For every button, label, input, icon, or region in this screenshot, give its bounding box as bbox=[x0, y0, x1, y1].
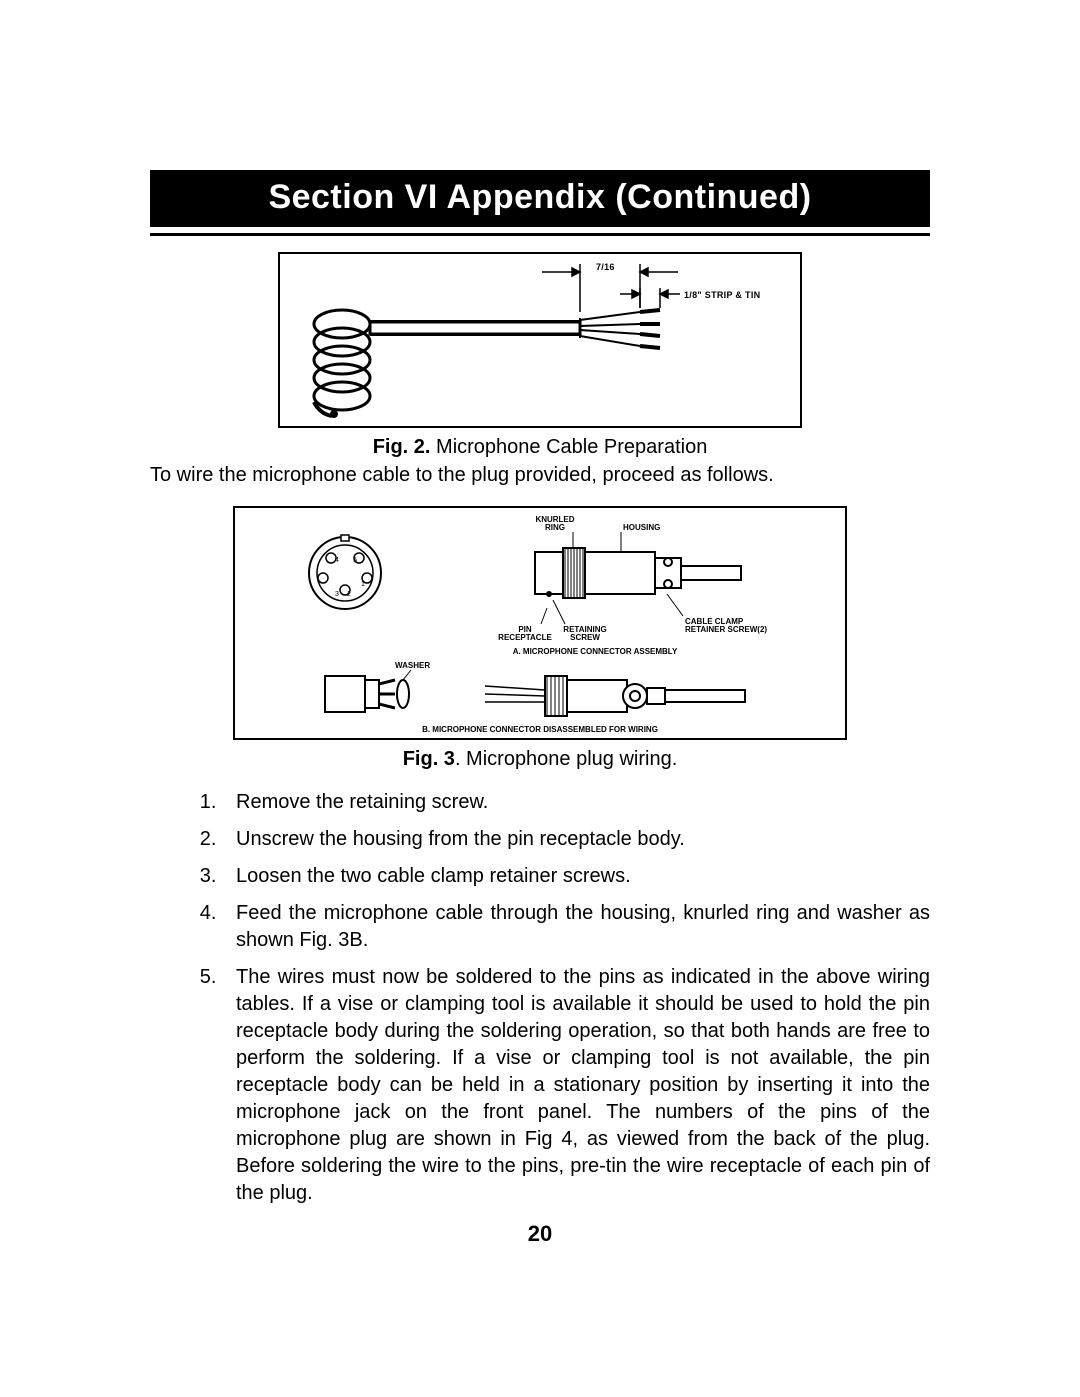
svg-text:RING: RING bbox=[545, 523, 565, 532]
fig2-label-strip: 1/8" STRIP & TIN bbox=[684, 290, 760, 300]
figure-2-caption: Fig. 2. Microphone Cable Preparation bbox=[150, 436, 930, 459]
step-item: Remove the retaining screw. bbox=[222, 789, 930, 816]
svg-text:2: 2 bbox=[347, 591, 351, 598]
fig3-sub-a: A. MICROPHONE CONNECTOR ASSEMBLY bbox=[513, 647, 678, 656]
fig2-label-7-16: 7/16 bbox=[596, 262, 615, 272]
figure-2-svg: 7/16 1/8" STRIP & TIN bbox=[280, 254, 800, 426]
fig3-label-housing: HOUSING bbox=[623, 523, 660, 532]
steps-list: Remove the retaining screw. Unscrew the … bbox=[150, 789, 930, 1207]
svg-text:SCREW: SCREW bbox=[570, 633, 600, 642]
document-page: Section VI Appendix (Continued) bbox=[0, 0, 1080, 1397]
figure-3-caption-text: . Microphone plug wiring. bbox=[455, 748, 677, 770]
figure-3-caption-prefix: Fig. 3 bbox=[403, 748, 455, 770]
step-item: Loosen the two cable clamp retainer scre… bbox=[222, 863, 930, 890]
svg-text:5: 5 bbox=[353, 557, 357, 564]
figure-2-caption-text: Microphone Cable Preparation bbox=[430, 436, 707, 458]
figure-3: 4 5 3 2 1 bbox=[233, 506, 847, 740]
step-item: Feed the microphone cable through the ho… bbox=[222, 900, 930, 954]
svg-text:RETAINER SCREW(2): RETAINER SCREW(2) bbox=[685, 625, 767, 634]
section-underline bbox=[150, 233, 930, 236]
figure-2-caption-prefix: Fig. 2. bbox=[373, 436, 431, 458]
step-item: The wires must now be soldered to the pi… bbox=[222, 964, 930, 1207]
fig3-label-washer: WASHER bbox=[395, 661, 430, 670]
svg-text:RECEPTACLE: RECEPTACLE bbox=[498, 633, 552, 642]
fig3-sub-b: B. MICROPHONE CONNECTOR DISASSEMBLED FOR… bbox=[422, 725, 658, 734]
section-header: Section VI Appendix (Continued) bbox=[150, 170, 930, 227]
svg-text:4: 4 bbox=[335, 557, 339, 564]
intro-text: To wire the microphone cable to the plug… bbox=[150, 463, 930, 488]
figure-3-caption: Fig. 3. Microphone plug wiring. bbox=[150, 748, 930, 771]
step-item: Unscrew the housing from the pin recepta… bbox=[222, 826, 930, 853]
svg-text:1: 1 bbox=[361, 581, 365, 588]
figure-2: 7/16 1/8" STRIP & TIN bbox=[278, 252, 802, 428]
figure-3-svg: 4 5 3 2 1 bbox=[235, 508, 845, 738]
page-number: 20 bbox=[150, 1221, 930, 1247]
svg-text:3: 3 bbox=[335, 591, 339, 598]
